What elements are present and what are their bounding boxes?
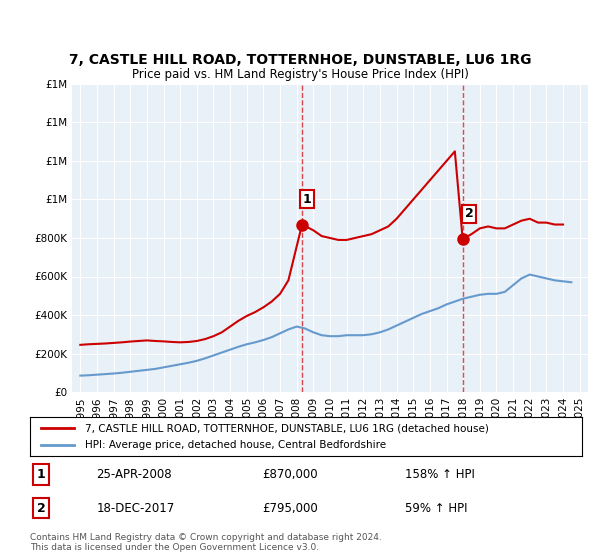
- Text: £870,000: £870,000: [262, 468, 317, 481]
- Text: 158% ↑ HPI: 158% ↑ HPI: [406, 468, 475, 481]
- Text: 1: 1: [302, 193, 311, 206]
- Text: 25-APR-2008: 25-APR-2008: [96, 468, 172, 481]
- Text: This data is licensed under the Open Government Licence v3.0.: This data is licensed under the Open Gov…: [30, 543, 319, 552]
- Text: 2: 2: [465, 207, 473, 221]
- Text: Contains HM Land Registry data © Crown copyright and database right 2024.: Contains HM Land Registry data © Crown c…: [30, 533, 382, 543]
- Text: 7, CASTLE HILL ROAD, TOTTERNHOE, DUNSTABLE, LU6 1RG: 7, CASTLE HILL ROAD, TOTTERNHOE, DUNSTAB…: [69, 53, 531, 67]
- Text: 18-DEC-2017: 18-DEC-2017: [96, 502, 175, 515]
- Text: 7, CASTLE HILL ROAD, TOTTERNHOE, DUNSTABLE, LU6 1RG (detached house): 7, CASTLE HILL ROAD, TOTTERNHOE, DUNSTAB…: [85, 423, 489, 433]
- Text: 1: 1: [37, 468, 46, 481]
- Text: Price paid vs. HM Land Registry's House Price Index (HPI): Price paid vs. HM Land Registry's House …: [131, 68, 469, 81]
- Text: HPI: Average price, detached house, Central Bedfordshire: HPI: Average price, detached house, Cent…: [85, 440, 386, 450]
- Text: 2: 2: [37, 502, 46, 515]
- Text: £795,000: £795,000: [262, 502, 317, 515]
- Text: 59% ↑ HPI: 59% ↑ HPI: [406, 502, 468, 515]
